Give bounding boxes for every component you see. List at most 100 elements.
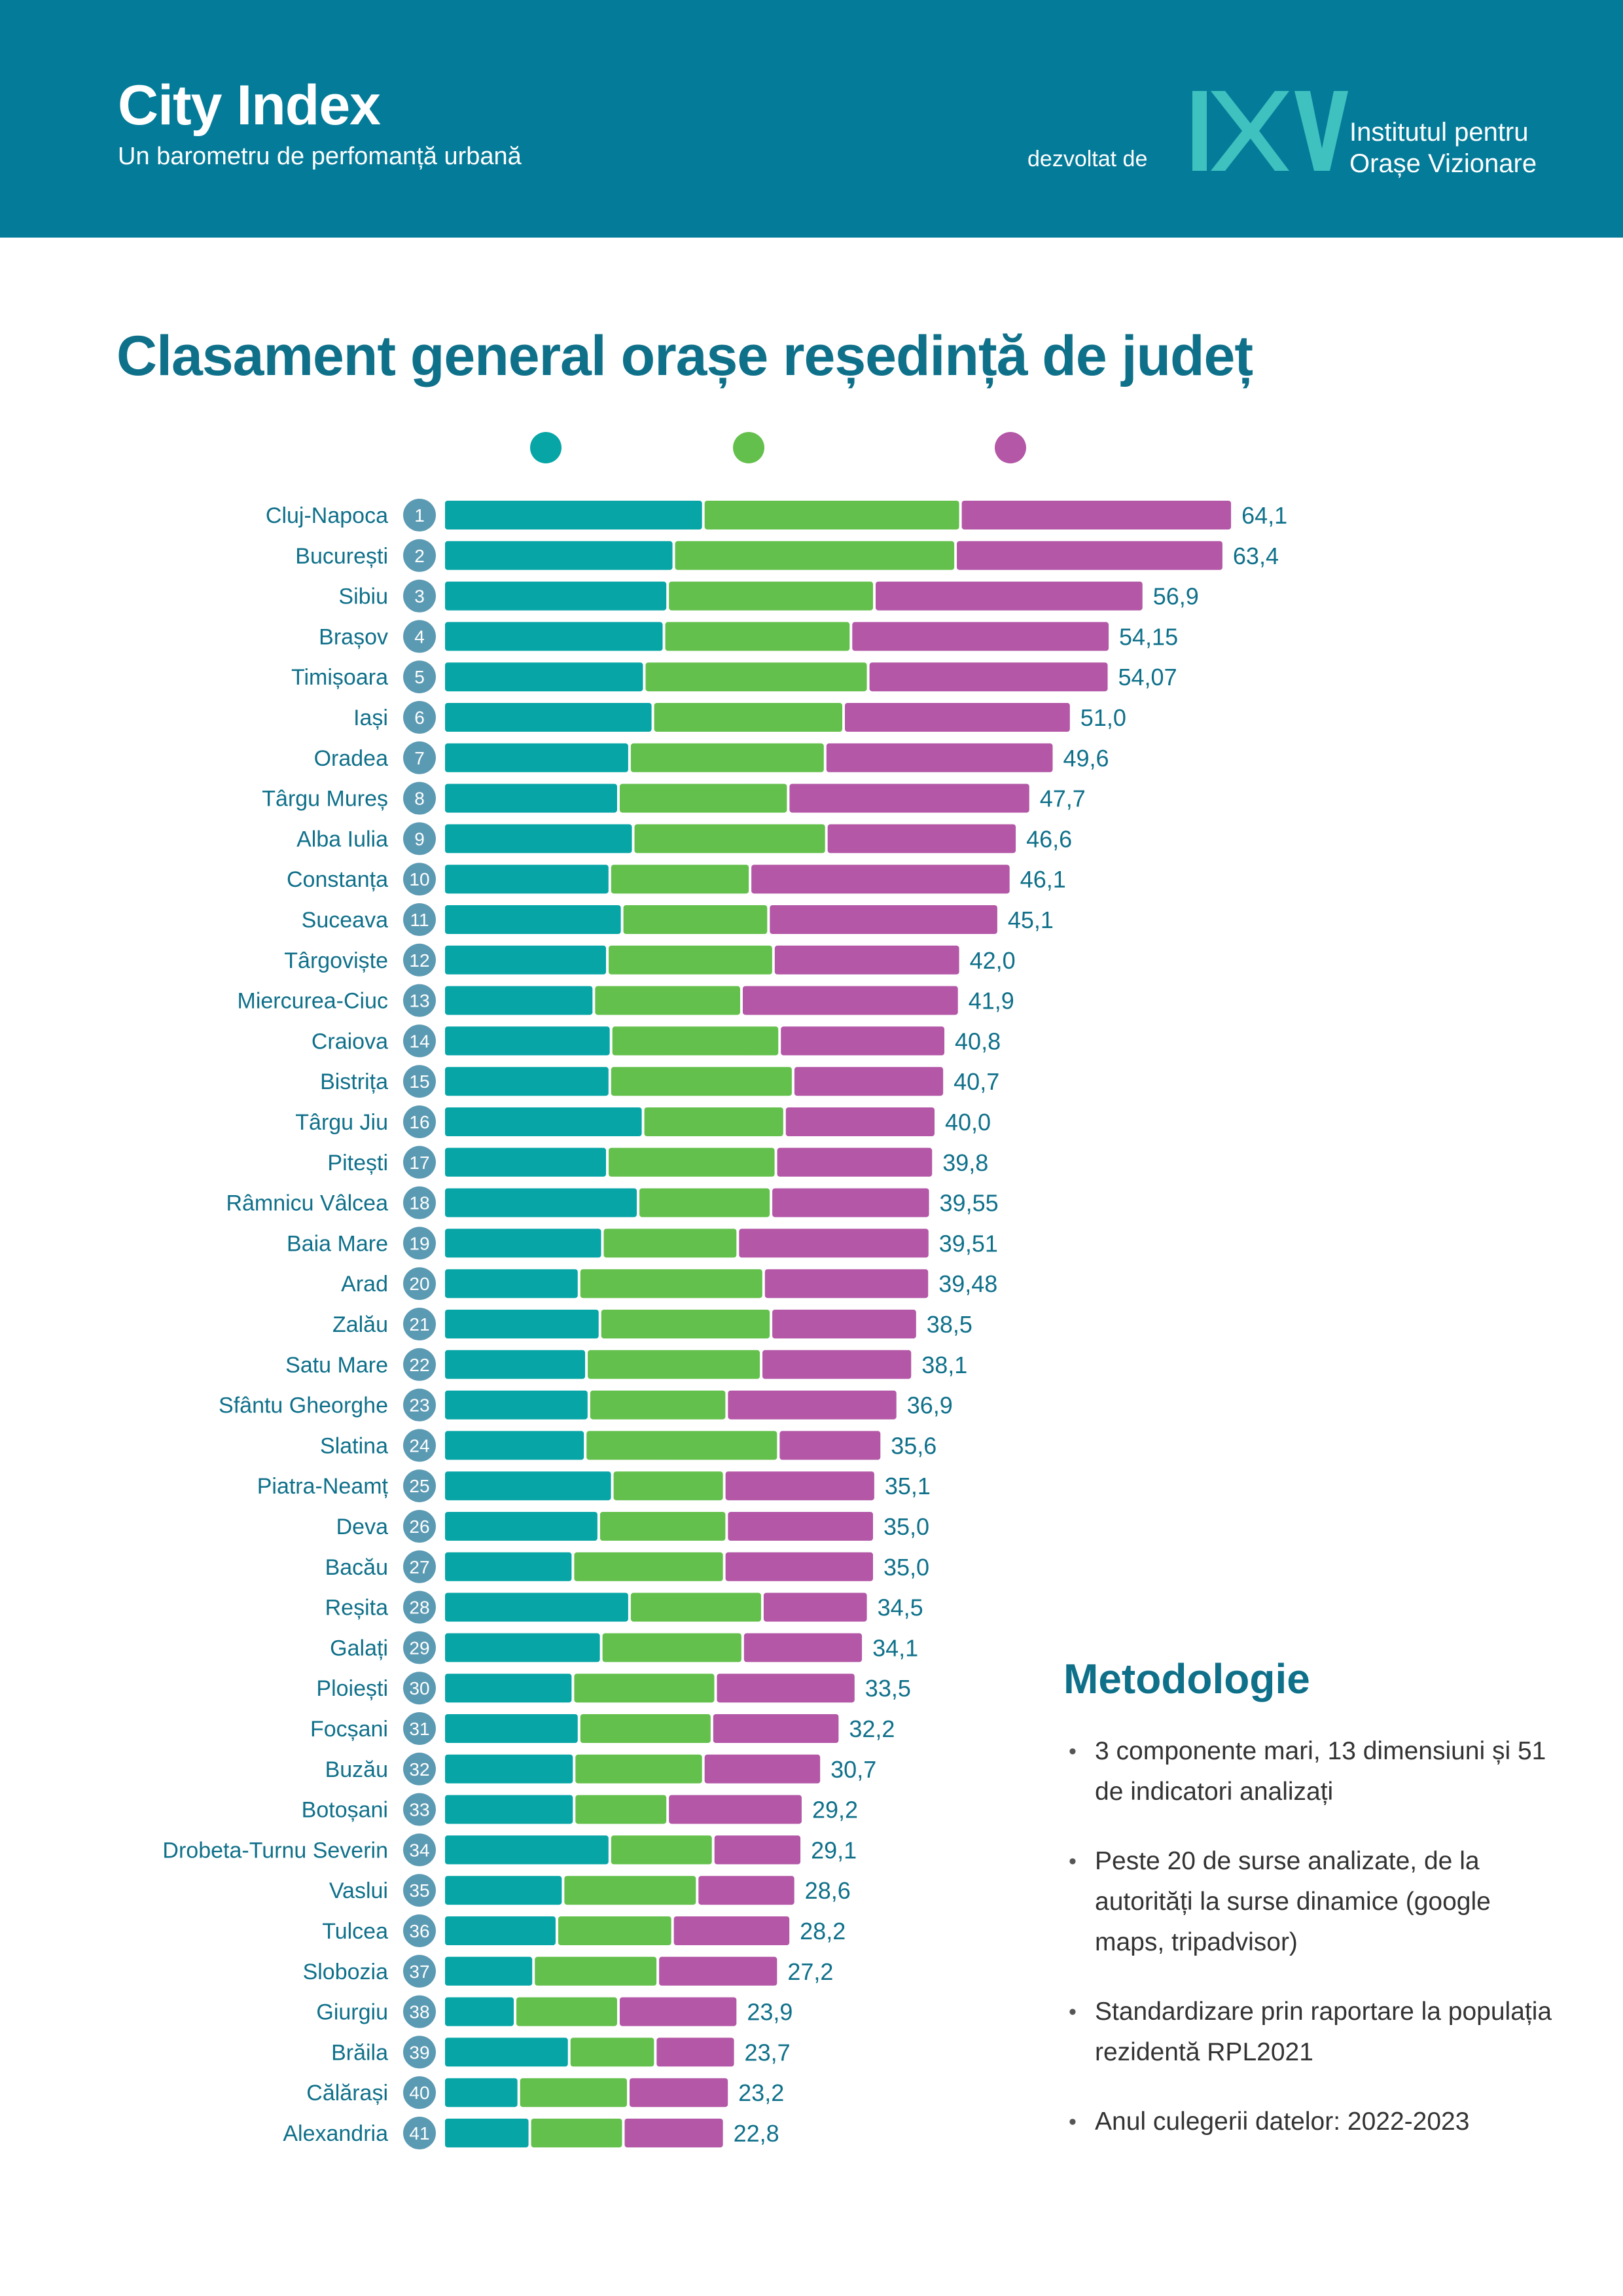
rank-number: 22 <box>409 1355 429 1375</box>
bar-segment-3 <box>725 1552 873 1581</box>
total-value-label: 23,7 <box>745 2039 791 2066</box>
institute-name-line2: Orașe Vizionare <box>1349 149 1537 178</box>
methodology-item: • Peste 20 de surse analizate, de la auto… <box>1063 1841 1561 1963</box>
bar-segment-1 <box>445 865 609 894</box>
bar-segment-1 <box>445 824 632 853</box>
bar-segment-2 <box>669 581 873 611</box>
city-label: Galați <box>330 1636 388 1660</box>
city-label: Suceava <box>302 908 388 933</box>
bar-segment-2 <box>611 865 749 894</box>
rank-number: 8 <box>414 789 425 809</box>
total-value-label: 36,9 <box>907 1392 953 1419</box>
city-label: Botoșani <box>302 1798 388 1823</box>
rank-number: 1 <box>414 505 425 526</box>
bar-segment-2 <box>580 1269 762 1299</box>
rank-badge <box>403 1793 436 1826</box>
rank-number: 19 <box>409 1233 429 1253</box>
bar-segment-1 <box>445 1795 573 1824</box>
rank-badge <box>403 1672 436 1705</box>
rank-badge <box>403 1833 436 1867</box>
bar-segment-1 <box>445 622 663 651</box>
bar-segment-3 <box>772 1310 916 1338</box>
bar-segment-2 <box>704 501 959 529</box>
rank-badge <box>403 579 436 613</box>
bar-segment-2 <box>645 662 867 692</box>
city-label: Tulcea <box>322 1919 388 1944</box>
app-subtitle: Un barometru de perfomanță urbană <box>118 143 522 170</box>
bar-segment-3 <box>957 541 1222 570</box>
bar-segment-2 <box>619 783 787 813</box>
rank-badge <box>403 660 436 694</box>
bar-segment-2 <box>574 1552 723 1581</box>
bar-segment-1 <box>445 1552 572 1581</box>
total-value-label: 46,1 <box>1020 866 1066 893</box>
city-label: Slobozia <box>303 1960 389 1984</box>
bar-segment-1 <box>445 1350 586 1379</box>
total-value-label: 40,0 <box>945 1109 991 1136</box>
bar-segment-1 <box>445 986 593 1015</box>
city-label: Pitești <box>327 1151 388 1175</box>
rank-number: 12 <box>409 950 429 971</box>
bullet-icon: • <box>1069 1739 1077 1764</box>
methodology-item: • Anul culegerii datelor: 2022-2023 <box>1063 2102 1561 2142</box>
bar-segment-3 <box>827 824 1016 853</box>
rank-number: 31 <box>409 1719 429 1739</box>
rank-badge <box>403 903 436 936</box>
bar-segment-2 <box>675 541 955 570</box>
bar-segment-3 <box>869 662 1108 692</box>
rank-number: 4 <box>414 626 425 647</box>
bar-segment-1 <box>445 1067 609 1096</box>
bar-segment-1 <box>445 1754 573 1784</box>
rank-badge <box>403 1065 436 1098</box>
institute-name-line1: Institutul pentru <box>1349 118 1529 147</box>
city-label: Zalău <box>332 1312 388 1337</box>
city-label: Râmnicu Vâlcea <box>226 1191 388 1216</box>
bullet-icon: • <box>1069 1849 1077 1874</box>
rank-badge <box>403 1145 436 1179</box>
rank-badge <box>403 1267 436 1300</box>
city-label: Târgoviște <box>284 948 388 973</box>
rank-badge <box>403 741 436 774</box>
bar-segment-1 <box>445 662 643 692</box>
city-label: Baia Mare <box>287 1231 388 1256</box>
bar-segment-3 <box>826 743 1053 772</box>
bar-segment-2 <box>575 1754 702 1784</box>
rank-badge <box>403 1227 436 1260</box>
bar-segment-3 <box>742 986 958 1015</box>
rank-badge <box>403 1590 436 1624</box>
bar-segment-2 <box>601 1310 770 1338</box>
bar-segment-1 <box>445 1835 609 1865</box>
bar-segment-2 <box>520 2078 627 2108</box>
rank-badge <box>403 943 436 977</box>
bar-segment-1 <box>445 2078 518 2108</box>
rank-badge <box>403 1469 436 1503</box>
page-title: Clasament general orașe reședință de jud… <box>116 325 1253 387</box>
developed-by-label: dezvoltat de <box>1027 147 1148 171</box>
total-value-label: 39,8 <box>942 1149 988 1176</box>
bar-segment-3 <box>630 2078 728 2108</box>
bar-segment-3 <box>852 622 1109 651</box>
city-label: Reșita <box>325 1596 388 1621</box>
total-value-label: 45,1 <box>1008 906 1054 933</box>
rank-number: 2 <box>414 546 425 566</box>
bar-segment-1 <box>445 2119 529 2147</box>
total-value-label: 29,2 <box>812 1797 858 1823</box>
rank-badge <box>403 1105 436 1138</box>
legend-marker-1 <box>530 432 562 463</box>
bar-segment-2 <box>639 1188 770 1217</box>
total-value-label: 49,6 <box>1063 745 1109 772</box>
bar-segment-3 <box>845 703 1070 732</box>
total-value-label: 39,51 <box>939 1230 998 1257</box>
rank-number: 33 <box>409 1800 429 1820</box>
bar-segment-2 <box>564 1876 696 1905</box>
total-value-label: 28,6 <box>805 1877 851 1904</box>
bar-segment-3 <box>673 1916 790 1945</box>
bar-segment-1 <box>445 1147 607 1177</box>
rank-badge <box>403 701 436 734</box>
bar-segment-2 <box>602 1633 741 1662</box>
total-value-label: 34,1 <box>872 1634 918 1661</box>
bar-segment-3 <box>624 2119 723 2147</box>
rank-number: 30 <box>409 1678 429 1698</box>
bar-segment-2 <box>644 1107 783 1136</box>
city-label: Satu Mare <box>285 1353 388 1378</box>
